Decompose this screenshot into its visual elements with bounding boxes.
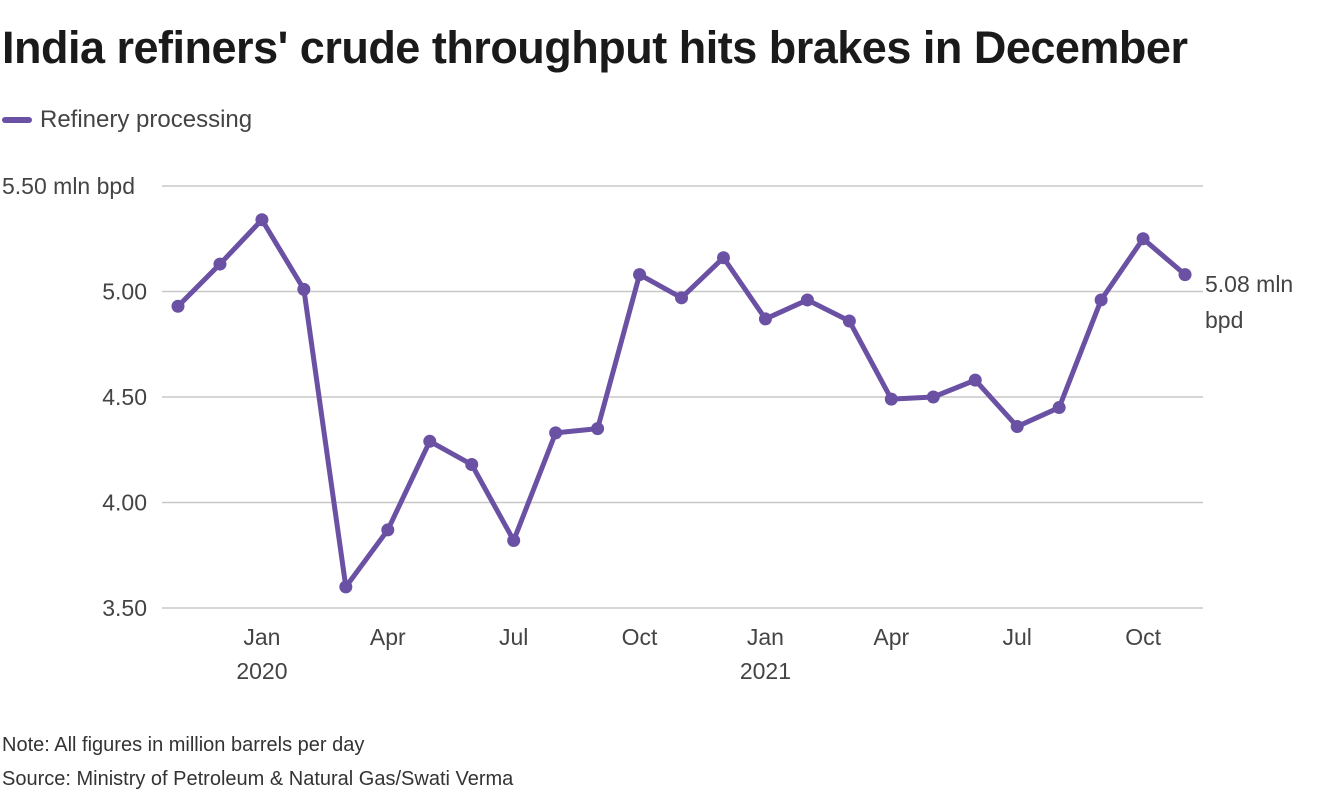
y-axis-labels: 5.50 mln bpd 5.00 4.50 4.00 3.50 <box>2 173 147 621</box>
data-point-markers <box>171 213 1192 594</box>
data-point <box>339 580 353 594</box>
data-point <box>1094 293 1108 307</box>
series-line <box>175 217 1188 590</box>
data-point <box>968 373 982 387</box>
y-tick-label: 5.00 <box>102 279 147 305</box>
y-tick-label: 3.50 <box>102 595 147 621</box>
data-point <box>255 213 269 227</box>
data-point <box>423 434 437 448</box>
x-tick-year-label: 2020 <box>236 658 287 684</box>
data-point <box>171 299 185 313</box>
data-point <box>297 282 311 296</box>
x-tick-label: Oct <box>1125 624 1161 650</box>
data-point <box>213 257 227 271</box>
legend-label: Refinery processing <box>40 106 253 133</box>
x-tick-label: Jul <box>1002 624 1031 650</box>
x-tick-label: Apr <box>370 624 406 650</box>
x-axis-labels: Jan 2020 Apr Jul Oct Jan 2021 Apr Jul Oct <box>236 624 1161 684</box>
x-tick-label: Jan <box>747 624 784 650</box>
data-point <box>1136 232 1150 246</box>
x-tick-label: Jan <box>243 624 280 650</box>
x-tick-label: Apr <box>873 624 909 650</box>
x-tick-label: Oct <box>622 624 658 650</box>
end-value-label: 5.08 mln <box>1205 271 1293 297</box>
data-point <box>1052 401 1066 415</box>
end-value-label-unit: bpd <box>1205 307 1243 333</box>
data-point <box>675 291 689 305</box>
data-point <box>1178 268 1192 282</box>
legend-line-swatch-icon <box>2 117 32 123</box>
source-credit: Source: Ministry of Petroleum & Natural … <box>2 768 514 790</box>
footnote: Note: All figures in million barrels per… <box>2 734 365 756</box>
data-point <box>926 390 940 404</box>
data-point <box>381 523 395 537</box>
data-point <box>716 251 730 265</box>
legend: Refinery processing <box>2 106 252 134</box>
x-tick-year-label: 2021 <box>740 658 791 684</box>
data-point <box>465 458 479 472</box>
data-point <box>800 293 814 307</box>
data-point <box>884 392 898 406</box>
x-tick-label: Jul <box>499 624 528 650</box>
y-tick-label: 5.50 mln bpd <box>2 173 135 199</box>
chart-title: India refiners' crude throughput hits br… <box>2 22 1188 73</box>
data-point <box>507 533 521 547</box>
data-point <box>591 422 605 436</box>
y-tick-label: 4.50 <box>102 384 147 410</box>
data-point <box>758 312 772 326</box>
y-tick-label: 4.00 <box>102 490 147 516</box>
data-point <box>633 268 647 282</box>
data-point <box>842 314 856 328</box>
data-point <box>549 426 563 440</box>
data-point <box>1010 420 1024 434</box>
